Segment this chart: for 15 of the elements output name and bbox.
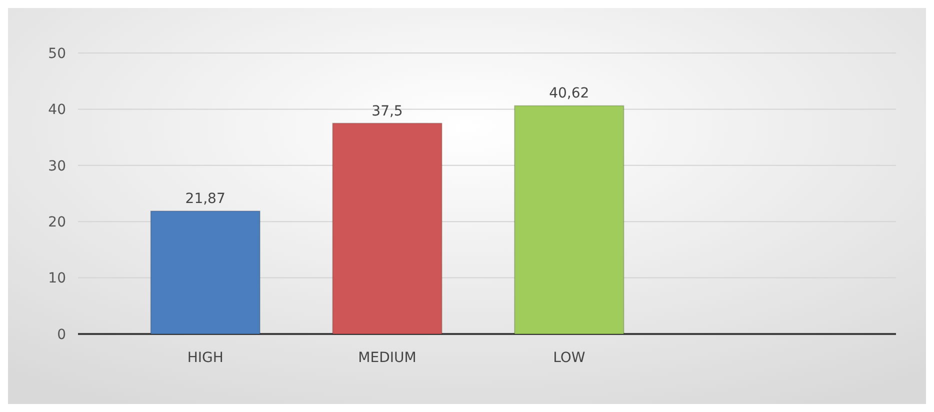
data-label: 21,87: [185, 191, 226, 208]
y-tick-label: 30: [48, 158, 66, 174]
x-tick-label: MEDIUM: [358, 350, 416, 366]
x-tick-label: LOW: [553, 350, 586, 366]
y-tick-label: 50: [48, 46, 66, 62]
x-tick-label: HIGH: [187, 350, 224, 366]
data-label: 40,62: [549, 86, 590, 102]
bar: [514, 105, 624, 334]
y-tick-label: 10: [48, 270, 66, 287]
y-tick-label: 40: [48, 102, 66, 118]
y-tick-label: 0: [57, 326, 66, 343]
bar: [150, 210, 260, 334]
data-label: 37,5: [372, 103, 403, 120]
bar: [332, 122, 442, 334]
y-tick-label: 20: [48, 214, 66, 230]
